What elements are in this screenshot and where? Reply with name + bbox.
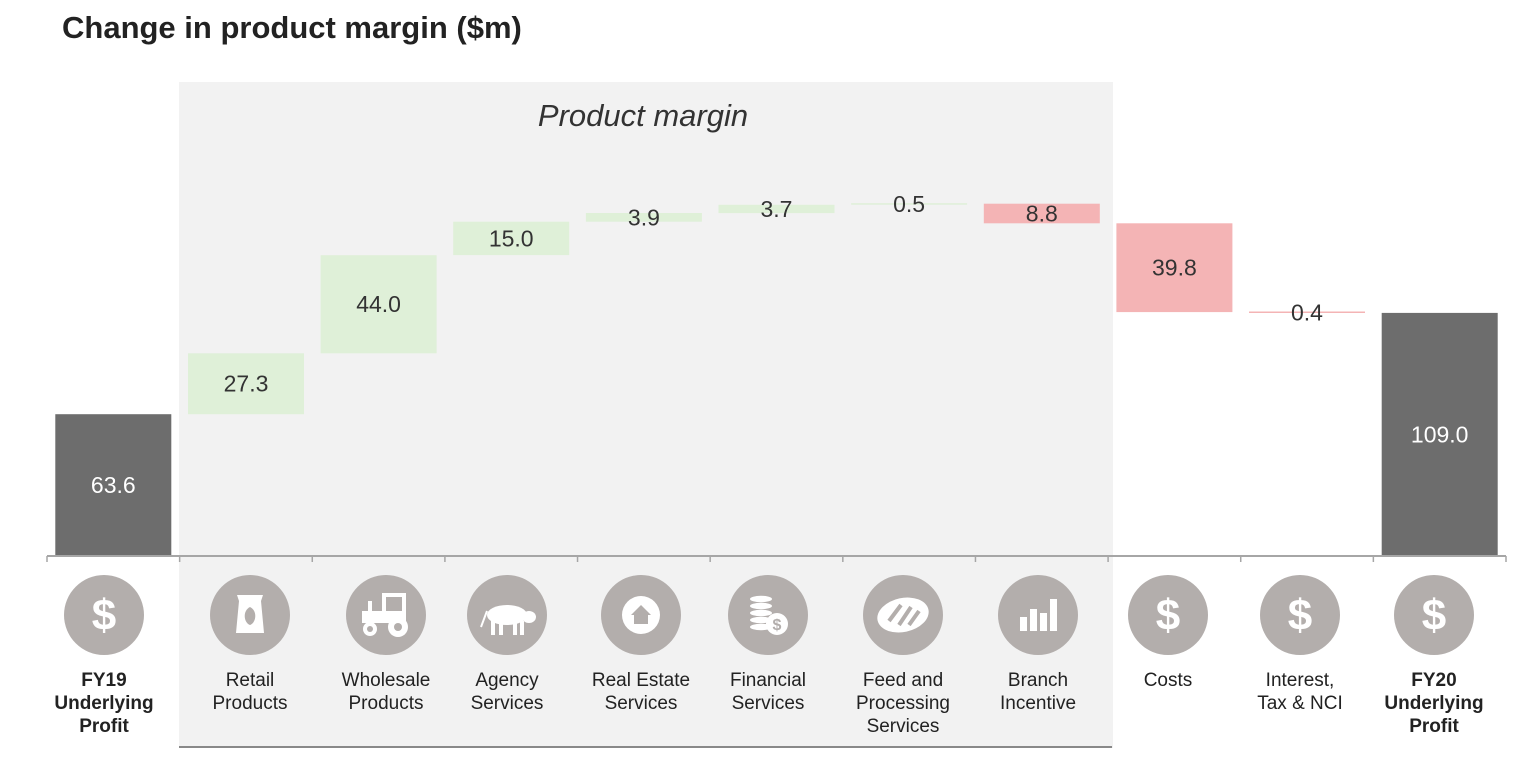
category-label-line: Services — [867, 716, 940, 737]
category-label-4: Real Estate Services — [592, 670, 690, 714]
bar-chart-icon — [998, 575, 1078, 655]
bar-8 — [1116, 223, 1233, 313]
category-label-6: Feed and Processing Services — [856, 670, 950, 737]
dollar-icon: $ — [64, 575, 144, 655]
category-label-0: FY19 Underlying Profit — [54, 670, 153, 737]
category-label-line: FY20 — [1411, 670, 1456, 691]
category-label-1: Retail Products — [213, 670, 288, 714]
category-label-line: Underlying — [1384, 693, 1483, 714]
category-label-9: Interest, Tax & NCI — [1257, 670, 1343, 714]
data-label-1: 27.3 — [224, 371, 269, 397]
chart-title: Change in product margin ($m) — [62, 10, 522, 45]
bar-3 — [453, 221, 570, 256]
category-label-5: Financial Services — [730, 670, 806, 714]
category-label-10: FY20 Underlying Profit — [1384, 670, 1483, 737]
data-label-6: 0.5 — [893, 191, 925, 217]
category-label-line: Profit — [79, 716, 129, 737]
cow-icon — [467, 575, 547, 655]
category-label-line: Products — [349, 693, 424, 714]
data-label-8: 39.8 — [1152, 255, 1197, 281]
bar-10 — [1381, 312, 1498, 556]
data-label-4: 3.9 — [628, 204, 660, 230]
house-icon — [601, 575, 681, 655]
category-label-line: Wholesale — [342, 670, 431, 691]
category-label-line: Underlying — [54, 693, 153, 714]
category-label-2: Wholesale Products — [342, 670, 431, 714]
dollar-icon: $ — [1260, 575, 1340, 655]
category-label-line: Services — [732, 693, 805, 714]
category-label-line: Incentive — [1000, 693, 1076, 714]
category-label-line: Processing — [856, 693, 950, 714]
data-label-10: 109.0 — [1411, 422, 1469, 448]
tractor-icon — [346, 575, 426, 655]
category-label-line: Services — [605, 693, 678, 714]
data-label-2: 44.0 — [356, 291, 401, 317]
category-label-line: Real Estate — [592, 670, 690, 691]
bar-0 — [55, 414, 172, 556]
category-icons: $ $ $ $ $ — [64, 575, 1474, 655]
dollar-icon: $ — [1394, 575, 1474, 655]
category-label-line: Services — [471, 693, 544, 714]
svg-text:$: $ — [92, 591, 116, 640]
category-label-line: FY19 — [81, 670, 126, 691]
dollar-icon: $ — [1128, 575, 1208, 655]
svg-text:$: $ — [1288, 591, 1312, 640]
meat-icon — [863, 575, 943, 655]
svg-text:$: $ — [1156, 591, 1180, 640]
category-label-line: Financial — [730, 670, 806, 691]
category-label-line: Interest, — [1266, 670, 1335, 691]
bar-6 — [851, 203, 968, 205]
x-axis — [46, 555, 1507, 748]
category-label-line: Retail — [226, 670, 275, 691]
data-label-7: 8.8 — [1026, 201, 1058, 227]
category-label-line: Agency — [475, 670, 539, 691]
category-label-line: Costs — [1144, 670, 1193, 691]
category-label-8: Costs — [1144, 670, 1193, 691]
bar-2 — [320, 255, 437, 354]
bar-7 — [983, 203, 1100, 224]
category-label-3: Agency Services — [471, 670, 544, 714]
bar-5 — [718, 204, 835, 214]
category-label-line: Products — [213, 693, 288, 714]
category-label-7: Branch Incentive — [1000, 670, 1076, 714]
category-label-line: Profit — [1409, 716, 1459, 737]
svg-text:$: $ — [1422, 591, 1446, 640]
category-label-line: Tax & NCI — [1257, 693, 1343, 714]
data-label-3: 15.0 — [489, 225, 534, 251]
coins-icon: $ — [728, 575, 808, 655]
bar-1 — [188, 353, 304, 415]
feed-bag-icon — [210, 575, 290, 655]
data-label-5: 3.7 — [761, 196, 793, 222]
bar-9 — [1249, 311, 1365, 313]
data-label-9: 0.4 — [1291, 300, 1323, 326]
svg-text:$: $ — [773, 617, 782, 634]
bars-group: 63.6 27.3 44.0 15.0 3.9 3.7 0.5 8.8 39.8 0.4 109.0 — [55, 191, 1498, 556]
category-label-line: Feed and — [863, 670, 943, 691]
bar-4 — [585, 213, 702, 222]
category-label-line: Branch — [1008, 670, 1068, 691]
data-label-0: 63.6 — [91, 472, 136, 498]
product-margin-panel-title: Product margin — [538, 98, 748, 133]
